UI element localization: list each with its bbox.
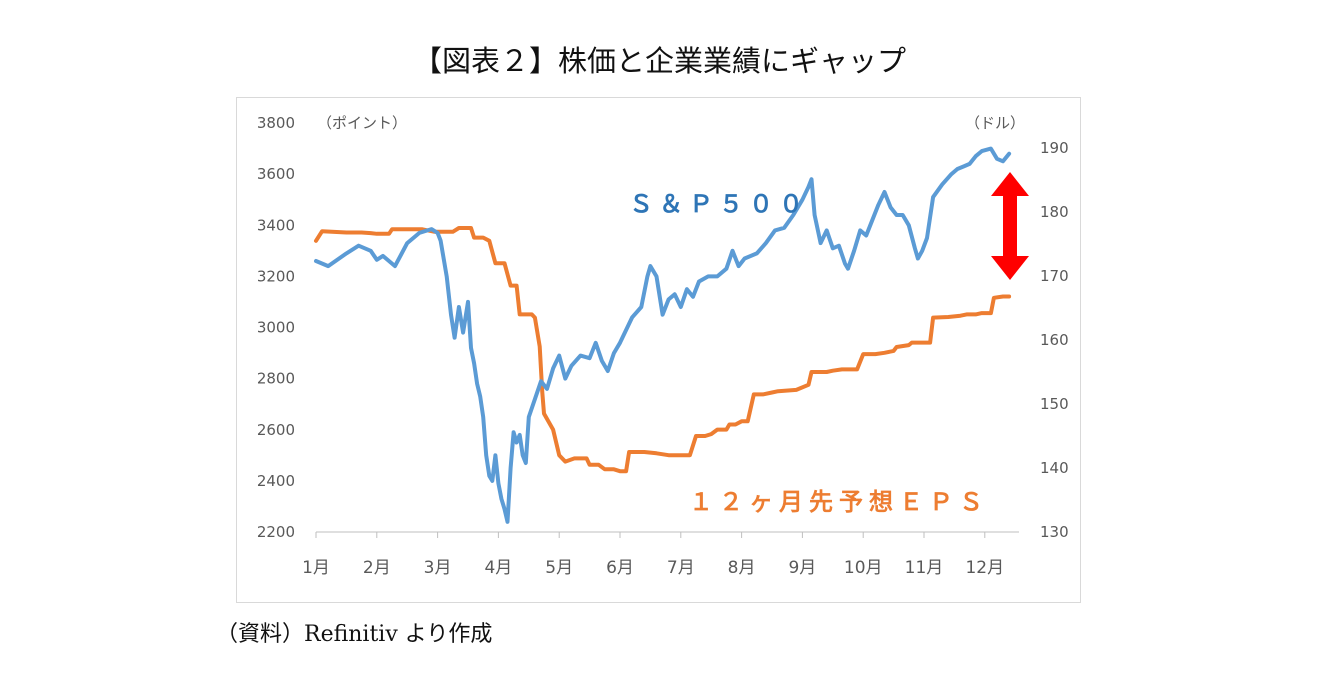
y-left-tick-label: 2800: [257, 370, 295, 388]
y-right-tick-label: 180: [1040, 203, 1069, 221]
y-right-tick-label: 150: [1040, 395, 1069, 413]
y-right-tick-label: 170: [1040, 267, 1069, 285]
x-tick-label: 4月: [484, 558, 512, 578]
x-tick-label: 8月: [728, 558, 756, 578]
y-left-tick-label: 3200: [257, 267, 295, 285]
x-tick-label: 10月: [844, 558, 883, 578]
chart-frame: 3800 3600 3400 3200 3000 2800 2600 2400 2200 190…: [236, 97, 1081, 603]
eps-series-label: １２ヶ月先予想ＥＰＳ: [689, 488, 989, 516]
chart-svg: 3800 3600 3400 3200 3000 2800 2600 2400 2200 190…: [237, 98, 1082, 604]
y-right-tick-label: 160: [1040, 331, 1069, 349]
y-left-tick-label: 3600: [257, 165, 295, 183]
x-axis-ticks: 1月 2月 3月 4月 5月 6月 7月 8月 9月 10月 11月 12月: [302, 532, 1004, 578]
y-left-tick-label: 3800: [257, 114, 295, 132]
eps-series-line: [316, 228, 1009, 471]
y-axis-left-ticks: 3800 3600 3400 3200 3000 2800 2600 2400 2200: [257, 114, 295, 541]
y-right-tick-label: 140: [1040, 459, 1069, 477]
x-tick-label: 1月: [302, 558, 330, 578]
x-tick-label: 6月: [606, 558, 634, 578]
y-right-tick-label: 130: [1040, 523, 1069, 541]
x-tick-label: 2月: [363, 558, 391, 578]
x-tick-label: 7月: [667, 558, 695, 578]
x-tick-label: 12月: [965, 558, 1004, 578]
y-axis-right-ticks: 190 180 170 160 150 140 130: [1040, 139, 1069, 541]
y-left-tick-label: 3400: [257, 216, 295, 234]
y-left-tick-label: 2600: [257, 421, 295, 439]
x-tick-label: 3月: [424, 558, 452, 578]
source-note: （資料）Refinitiv より作成: [216, 616, 492, 648]
y-left-tick-label: 2400: [257, 472, 295, 490]
left-axis-unit: （ポイント）: [317, 114, 407, 132]
y-right-tick-label: 190: [1040, 139, 1069, 157]
y-left-tick-label: 3000: [257, 319, 295, 337]
page-title: 【図表２】株価と企業業績にギャップ: [0, 38, 1319, 80]
right-axis-unit: （ドル）: [965, 114, 1025, 132]
x-tick-label: 11月: [905, 558, 944, 578]
x-tick-label: 9月: [788, 558, 816, 578]
y-left-tick-label: 2200: [257, 523, 295, 541]
sp500-series-label: Ｓ＆Ｐ５００: [629, 190, 809, 218]
gap-arrow-icon: [991, 172, 1029, 280]
x-tick-label: 5月: [545, 558, 573, 578]
